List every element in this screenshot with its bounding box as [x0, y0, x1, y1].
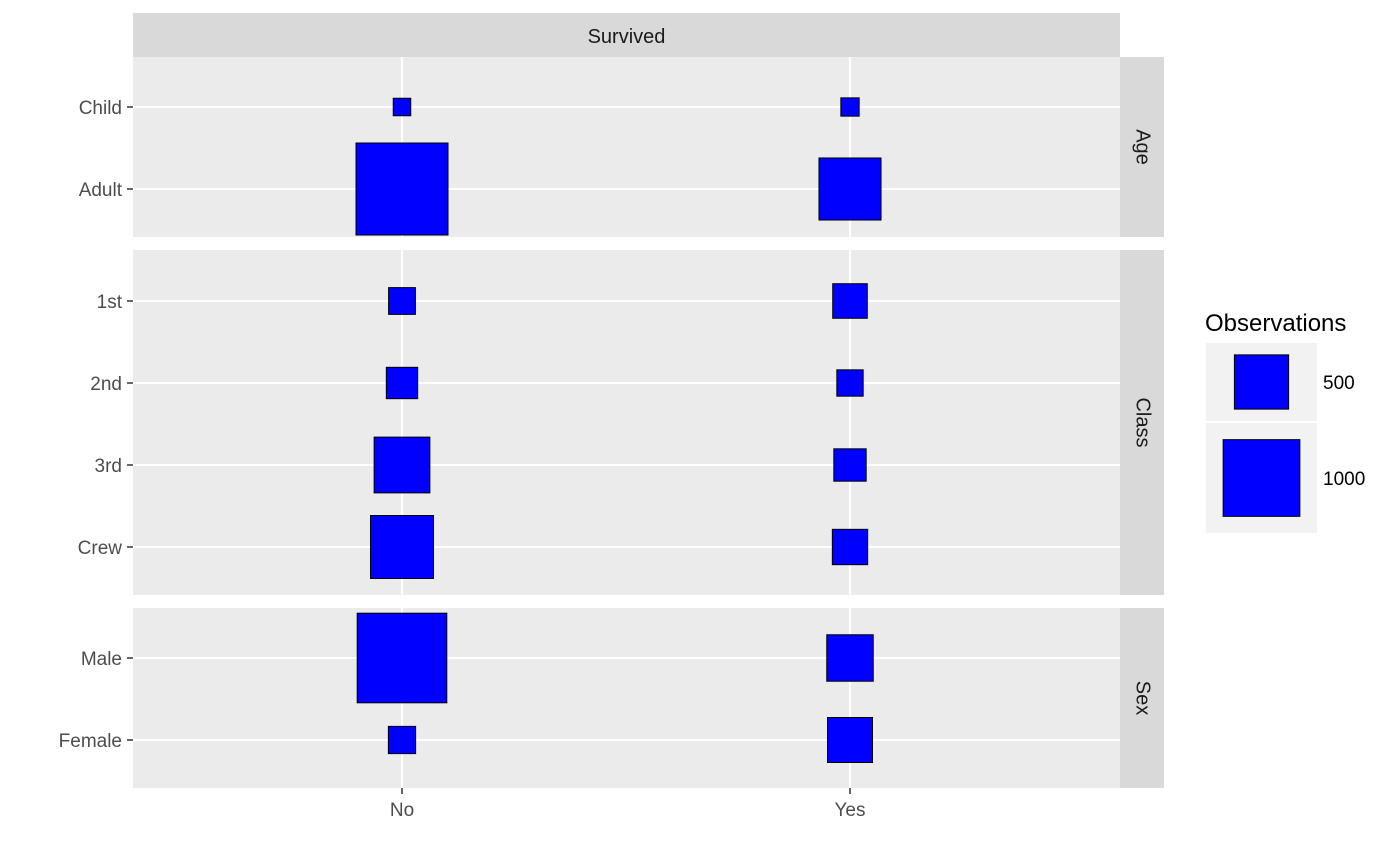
panel-strip-background [1120, 250, 1164, 595]
y-tick-label-male: Male [81, 649, 122, 670]
panel-strip-label-sex: Sex [1132, 681, 1154, 715]
panel-strip-background [1120, 57, 1164, 237]
tile-sex-female-yes [827, 717, 873, 763]
tile-class-1st-no [388, 287, 416, 315]
panel-sex: Male Female Sex [59, 608, 1164, 788]
legend-label-500: 500 [1323, 373, 1355, 394]
survived-strip-label: Survived [588, 26, 666, 48]
panel-background [133, 57, 1120, 237]
y-tick-label-3rd: 3rd [95, 456, 122, 477]
y-tick-label-child: Child [79, 98, 122, 119]
tile-age-adult-yes [818, 157, 882, 221]
tile-class-3rd-no [373, 436, 431, 494]
panel-strip-background [1120, 608, 1164, 788]
panel-strip-label-age: Age [1132, 129, 1154, 165]
tile-sex-female-no [387, 725, 417, 755]
survived-strip-background [133, 13, 1120, 57]
x-tick-label-no: No [390, 800, 414, 821]
tile-class-crew-no [370, 515, 434, 579]
tile-sex-male-no [356, 612, 448, 704]
tile-class-2nd-yes [836, 369, 864, 397]
legend-key-500 [1233, 354, 1290, 410]
panel-class: 1st 2nd 3rd Crew Class [78, 250, 1164, 595]
tile-age-child-yes [840, 97, 860, 117]
tile-class-crew-yes [831, 528, 869, 566]
tile-age-child-no [392, 97, 412, 117]
tile-class-2nd-no [385, 366, 419, 400]
y-tick-label-1st: 1st [97, 292, 123, 313]
legend-title: Observations [1205, 310, 1346, 337]
tile-age-adult-no [355, 142, 449, 236]
y-tick-label-crew: Crew [78, 538, 123, 559]
y-tick-label-adult: Adult [79, 180, 123, 201]
panel-strip-label-class: Class [1132, 397, 1154, 447]
tile-class-1st-yes [832, 283, 868, 319]
y-tick-label-female: Female [59, 731, 122, 752]
tile-sex-male-yes [826, 634, 874, 682]
legend: Observations 500 1000 [1205, 310, 1365, 533]
panel-background [133, 250, 1120, 595]
x-axis: No Yes [390, 788, 866, 821]
legend-key-1000 [1222, 439, 1301, 517]
y-tick-label-2nd: 2nd [90, 374, 122, 395]
x-tick-label-yes: Yes [835, 800, 866, 821]
tile-class-3rd-yes [833, 448, 867, 482]
panel-age: Child Adult Age [79, 57, 1164, 237]
panel-background [133, 608, 1120, 788]
legend-label-1000: 1000 [1323, 469, 1365, 490]
